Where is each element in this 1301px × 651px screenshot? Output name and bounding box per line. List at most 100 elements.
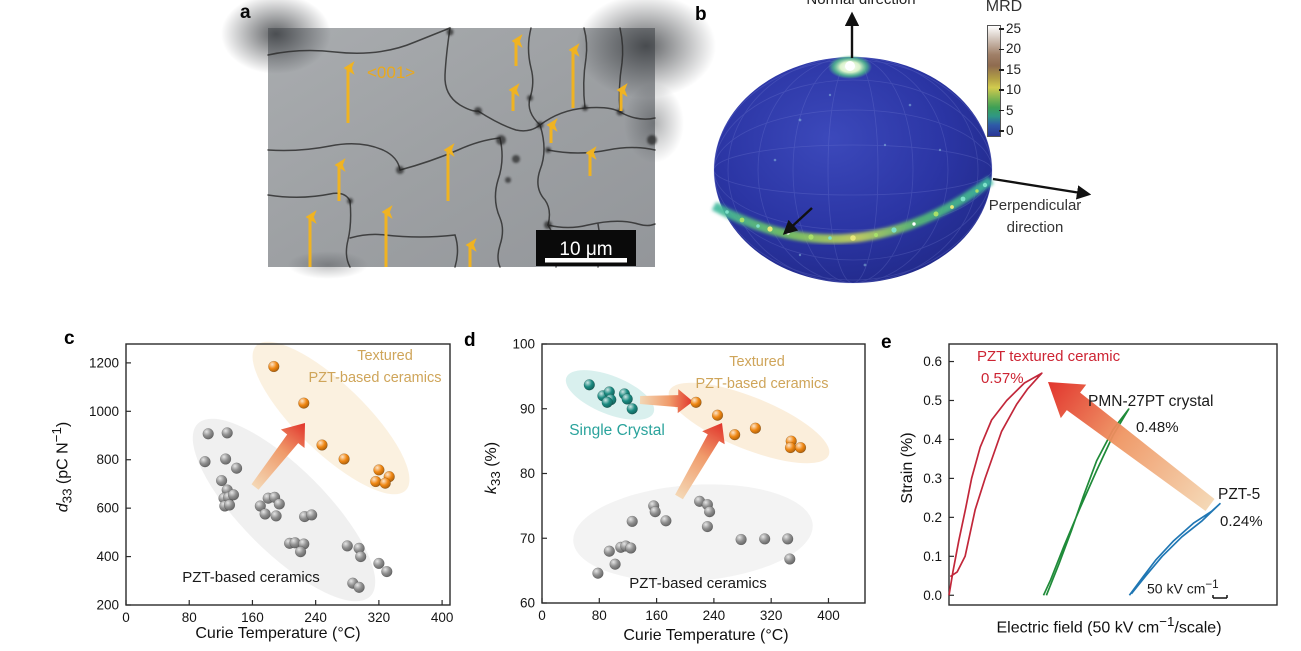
data-point [626,403,638,415]
data-point [215,474,228,487]
y-tick-label: 0.6 [923,354,942,369]
chart-d-svg: 0 80 160 240 320 400 60 70 80 90 100 [512,337,866,623]
y-tick-label: 0.5 [923,393,942,408]
trend-arrow [1048,382,1215,511]
data-point [370,475,382,488]
data-point [690,396,702,408]
trend-arrow [639,389,693,414]
x-tick-label: 0 [122,610,130,625]
orientation-arrows [305,34,628,267]
chart-e-svg: 0.0 0.1 0.2 0.3 0.4 0.5 0.6 [923,343,1278,606]
data-point [381,565,393,578]
c-annotation-plain: PZT-based ceramics [182,569,320,586]
data-point [729,429,741,441]
normal-direction-label: Normal direction [806,0,915,8]
data-point [355,550,367,563]
strain-loop [948,372,1043,596]
pole-figure-sphere [711,11,1092,284]
colorbar-tick-label: 25 [1006,21,1022,36]
grain-boundaries [267,27,656,268]
y-tick-label: 0.1 [923,549,942,564]
c-yaxis-title: d33 (pC N−1) [49,421,75,513]
strain-loop [1128,502,1221,596]
data-point [254,500,266,512]
data-point [353,581,365,593]
y-tick-label: 800 [96,452,119,467]
data-point [711,409,724,421]
colorbar-title: MRD [985,0,1023,15]
orientation-label: <001> [367,63,415,82]
data-point [621,393,633,405]
d-annotation-textured-line1: Textured [729,354,785,370]
panel-b-label: b [695,4,707,25]
data-point [219,453,232,465]
d-annotation-single-crystal: Single Crystal [569,422,665,439]
d-xaxis-title: Curie Temperature (°C) [623,627,789,644]
cluster-shading [573,484,813,582]
x-tick-label: 320 [760,608,783,623]
in-plane-direction-arrow [782,207,813,235]
data-point [759,533,771,545]
e-green-curve-name: PMN-27PT crystal [1088,393,1214,410]
colorbar-tick-label: 5 [1006,102,1014,118]
data-point [379,477,391,489]
c-annotation-textured-line1: Textured [357,348,413,364]
sphere-speckles [773,93,942,267]
e-red-curve-name: PZT textured ceramic [977,348,1121,365]
colorbar-tick-label: 10 [1006,82,1022,98]
e-green-curve-value: 0.48% [1136,419,1179,436]
data-point [273,498,285,510]
colorbar-tick-mark [999,130,1004,132]
sphere-body [714,57,992,283]
plot-frame [948,343,1278,606]
e-blue-curve-value: 0.24% [1220,513,1263,530]
mrd-colorbar [987,25,1001,137]
data-point [603,545,615,557]
d-yaxis-title: k33 (%) [482,441,503,495]
e-red-curve-value: 0.57% [981,370,1024,387]
data-point [373,464,385,476]
x-tick-label: 240 [703,608,726,623]
data-point [649,506,661,518]
y-tick-label: 60 [520,596,535,611]
data-point [784,441,797,454]
data-point [749,422,762,434]
data-point [735,533,747,546]
data-point [583,379,595,391]
colorbar-tick-label: 20 [1006,41,1022,57]
data-point [298,397,310,409]
y-tick-label: 600 [96,501,119,516]
c-annotation-textured-line2: PZT-based ceramics [308,370,442,386]
sem-micrograph: <001> 10 μm [221,0,716,279]
data-point [268,360,280,373]
colorbar-tick-label: 0 [1006,123,1014,138]
y-tick-label: 0.2 [923,510,942,525]
y-tick-label: 0.3 [923,471,942,486]
y-tick-label: 1200 [89,355,119,370]
data-point [794,441,807,454]
data-point [227,489,240,501]
y-tick-label: 0.0 [923,588,942,603]
colorbar-tick-mark [999,89,1004,91]
trend-arrow [675,423,725,500]
data-point [601,396,613,408]
y-tick-label: 80 [520,466,535,481]
data-point [703,506,716,518]
x-tick-label: 400 [431,610,454,625]
data-point [782,533,794,545]
colorbar-tick-mark [999,69,1004,71]
strain-loop [1042,408,1130,596]
y-tick-label: 400 [96,549,119,564]
panel-e-label: e [881,332,892,353]
data-point [784,553,796,565]
y-tick-label: 70 [520,531,535,546]
colorbar-tick-mark [999,28,1004,30]
data-point [338,453,350,465]
e-scale-note: 50 kV cm−1 [1147,578,1219,597]
x-tick-label: 240 [304,610,327,625]
data-point [306,509,318,521]
colorbar-tick-mark [999,109,1004,112]
panel-c-label: c [64,328,75,349]
data-point [316,439,328,451]
